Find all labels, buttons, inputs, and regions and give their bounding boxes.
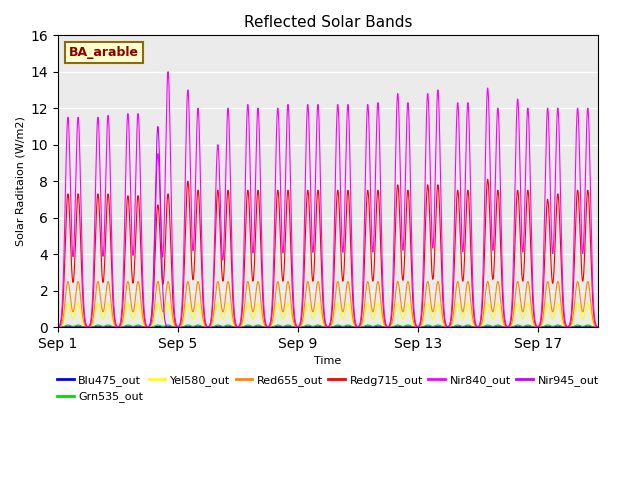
Text: BA_arable: BA_arable [69,46,139,59]
Yel580_out [559,320,566,325]
Grn535_out [441,324,449,330]
Line: Redg715_out: Redg715_out [58,180,598,327]
Nir840_out [54,324,62,330]
Blu475_out [401,324,408,330]
Nir945_out [559,324,566,330]
Grn535_out [559,324,566,330]
Red655_out [401,302,408,308]
Yel580_out [94,300,102,306]
Red655_out [310,309,317,314]
Redg715_out [484,177,492,182]
Nir840_out [164,69,172,74]
Blu475_out [310,324,317,330]
Yel580_out [310,316,317,322]
Nir840_out [310,247,317,253]
Line: Yel580_out: Yel580_out [58,303,598,327]
Redg715_out [310,277,317,283]
Blu475_out [54,324,62,330]
Nir840_out [441,312,449,318]
Blu475_out [559,324,566,330]
Red655_out [559,316,566,322]
Yel580_out [381,323,388,329]
Grn535_out [310,324,317,329]
Grn535_out [94,322,102,328]
Nir945_out [258,324,266,330]
Grn535_out [54,324,62,330]
Nir840_out [559,283,566,289]
Line: Red655_out: Red655_out [58,281,598,327]
Blu475_out [441,324,449,330]
Nir945_out [381,324,388,330]
Nir840_out [594,324,602,330]
Nir945_out [189,324,196,330]
X-axis label: Time: Time [314,357,342,366]
Blu475_out [594,324,602,330]
Line: Blu475_out: Blu475_out [58,326,598,327]
Y-axis label: Solar Raditaion (W/m2): Solar Raditaion (W/m2) [15,116,25,246]
Nir840_out [189,245,196,251]
Yel580_out [441,323,449,329]
Red655_out [594,324,602,330]
Grn535_out [594,324,602,330]
Grn535_out [381,324,388,330]
Red655_out [94,278,102,284]
Red655_out [54,324,62,330]
Grn535_out [189,324,196,329]
Legend: Blu475_out, Grn535_out, Yel580_out, Red655_out, Redg715_out, Nir840_out, Nir945_: Blu475_out, Grn535_out, Yel580_out, Red6… [52,371,603,407]
Redg715_out [381,317,388,323]
Yel580_out [54,324,62,330]
Red655_out [189,309,196,314]
Yel580_out [594,324,602,330]
Title: Reflected Solar Bands: Reflected Solar Bands [244,15,412,30]
Line: Grn535_out: Grn535_out [58,325,598,327]
Nir945_out [441,324,449,330]
Nir840_out [401,214,408,220]
Nir945_out [310,324,317,330]
Line: Nir840_out: Nir840_out [58,72,598,327]
Redg715_out [559,299,566,305]
Yel580_out [189,316,196,322]
Nir840_out [381,312,388,318]
Redg715_out [440,317,448,323]
Redg715_out [54,324,62,330]
Red655_out [381,322,388,327]
Redg715_out [189,275,196,281]
Red655_out [441,322,449,328]
Nir945_out [594,324,602,330]
Yel580_out [401,312,408,318]
Nir945_out [54,324,62,330]
Blu475_out [381,324,388,330]
Blu475_out [94,324,102,329]
Blu475_out [189,324,196,330]
Line: Nir945_out: Nir945_out [58,127,598,327]
Redg715_out [401,258,408,264]
Nir945_out [401,324,408,330]
Nir945_out [154,124,162,130]
Redg715_out [594,324,602,330]
Grn535_out [401,323,408,329]
